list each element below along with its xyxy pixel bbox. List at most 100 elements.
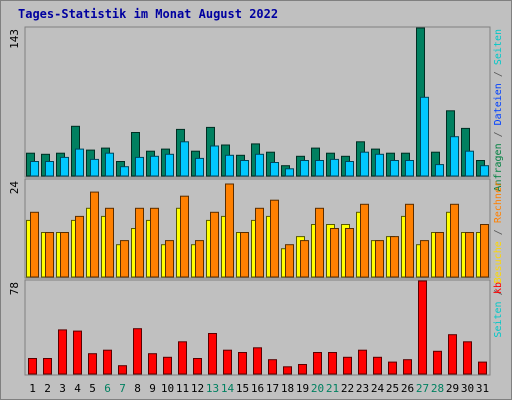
bar-rechner-day-15: [240, 232, 249, 278]
bar-kb-day-24: [373, 356, 382, 375]
x-tick-label-day-22: 22: [341, 382, 354, 395]
bar-kb-day-26: [403, 359, 412, 375]
panel-bottom: 78 kb: [8, 279, 504, 376]
bar-kb-day-14: [223, 349, 232, 375]
bar-dateien-day-4: [75, 148, 84, 177]
bar-kb-day-27: [418, 280, 427, 375]
x-tick-label-day-18: 18: [281, 382, 294, 395]
bar-rechner-day-27: [420, 240, 429, 278]
bar-rechner-day-10: [165, 240, 174, 278]
legend-label: Dateien: [493, 83, 504, 125]
bar-kb-day-2: [43, 358, 52, 375]
bar-kb-day-1: [28, 358, 37, 375]
bar-rechner-day-18: [285, 244, 294, 278]
x-tick-label-day-5: 5: [89, 382, 96, 395]
x-tick-label-day-11: 11: [176, 382, 189, 395]
bar-dateien-day-31: [480, 165, 489, 177]
x-tick-label-day-26: 26: [401, 382, 414, 395]
x-tick-label-day-19: 19: [296, 382, 309, 395]
x-tick-label-day-13: 13: [206, 382, 219, 395]
bar-rechner-day-2: [45, 232, 54, 278]
x-tick-label-day-31: 31: [476, 382, 489, 395]
bar-dateien-day-15: [240, 160, 249, 177]
bar-kb-day-6: [103, 349, 112, 375]
legend-label: /: [493, 223, 504, 241]
legend-label: /: [493, 125, 504, 143]
bar-dateien-day-19: [300, 160, 309, 177]
bar-dateien-day-22: [345, 161, 354, 177]
bar-rechner-day-19: [300, 240, 309, 278]
x-tick-label-day-28: 28: [431, 382, 444, 395]
bar-rechner-day-1: [30, 211, 39, 278]
bar-dateien-day-23: [360, 151, 369, 177]
bar-dateien-day-11: [180, 141, 189, 177]
bar-dateien-day-9: [150, 155, 159, 177]
legend-label: Rechner: [493, 181, 504, 223]
bar-kb-day-20: [313, 352, 322, 375]
bar-rechner-day-9: [150, 207, 159, 278]
bar-kb-day-25: [388, 361, 397, 375]
bar-rechner-day-6: [105, 207, 114, 278]
bar-kb-day-22: [343, 356, 352, 375]
bar-dateien-day-10: [165, 153, 174, 177]
bar-rechner-day-21: [330, 228, 339, 278]
bar-kb-day-30: [463, 341, 472, 375]
bar-rechner-day-11: [180, 195, 189, 278]
bar-rechner-day-16: [255, 207, 264, 278]
bar-dateien-day-16: [255, 153, 264, 177]
x-tick-label-day-17: 17: [266, 382, 279, 395]
bar-dateien-day-18: [285, 168, 294, 177]
x-tick-label-day-3: 3: [59, 382, 66, 395]
bar-kb-day-4: [73, 330, 82, 375]
bar-kb-day-5: [88, 353, 97, 375]
x-tick-label-day-4: 4: [74, 382, 81, 395]
x-tick-label-day-27: 27: [416, 382, 429, 395]
bar-dateien-day-5: [90, 158, 99, 177]
legend-label: Seiten: [493, 29, 504, 65]
bar-rechner-day-20: [315, 207, 324, 278]
bar-kb-day-19: [298, 364, 307, 375]
bar-kb-day-13: [208, 333, 217, 375]
bar-rechner-day-30: [465, 232, 474, 278]
x-tick-label-day-7: 7: [119, 382, 126, 395]
x-axis-day-labels: 1 2 3 4 5 6 7 8 9 10 11 12 13 14 15 16 17 18 19 20 21 22 23 24 2…: [29, 382, 489, 395]
bar-kb-day-23: [358, 349, 367, 375]
bar-kb-day-28: [433, 350, 442, 375]
bar-dateien-day-3: [60, 156, 69, 177]
bar-kb-day-11: [178, 341, 187, 375]
bar-rechner-day-28: [435, 232, 444, 278]
bar-kb-day-3: [58, 329, 67, 375]
bar-kb-day-8: [133, 328, 142, 375]
bar-dateien-day-27: [420, 96, 429, 177]
panel-top-y-max-label: 143: [8, 29, 21, 49]
bar-rechner-day-3: [60, 232, 69, 278]
bar-kb-day-16: [253, 347, 262, 375]
x-tick-label-day-6: 6: [104, 382, 111, 395]
legend-label: /: [493, 283, 504, 301]
bar-rechner-day-17: [270, 199, 279, 278]
legend-label: Seiten: [493, 301, 504, 337]
bar-rechner-day-14: [225, 183, 234, 278]
bar-rechner-day-5: [90, 191, 99, 278]
bar-dateien-day-2: [45, 161, 54, 177]
bar-dateien-day-25: [390, 160, 399, 177]
bar-kb-day-15: [238, 352, 247, 375]
bar-rechner-day-13: [210, 211, 219, 278]
x-tick-label-day-10: 10: [161, 382, 174, 395]
panel-top: 143 Anfragen / Dateien / Seiten: [8, 26, 504, 192]
panel-middle: 24 Seiten / Besuche / Rechner: [8, 178, 504, 338]
panel-bottom-y-max-label: 78: [8, 282, 21, 295]
panel-top-series-legend: Anfragen / Dateien / Seiten: [493, 29, 504, 192]
bar-rechner-day-26: [405, 203, 414, 278]
x-tick-label-day-24: 24: [371, 382, 385, 395]
bar-kb-day-17: [268, 359, 277, 375]
chart-title: Tages-Statistik im Monat August 2022: [18, 7, 278, 21]
x-tick-label-day-21: 21: [326, 382, 339, 395]
bar-dateien-day-30: [465, 150, 474, 177]
x-tick-label-day-25: 25: [386, 382, 399, 395]
chart-panels: 143 Anfragen / Dateien / Seiten 24 Seiten /…: [8, 26, 504, 376]
bar-dateien-day-1: [30, 161, 39, 177]
bar-rechner-day-25: [390, 236, 399, 278]
bar-kb-day-21: [328, 352, 337, 375]
